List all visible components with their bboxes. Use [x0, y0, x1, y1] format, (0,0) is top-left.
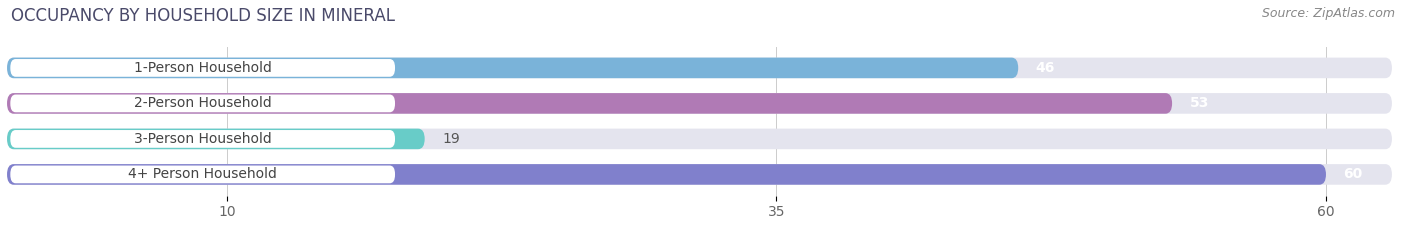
- Text: 4+ Person Household: 4+ Person Household: [128, 168, 277, 182]
- FancyBboxPatch shape: [7, 164, 1326, 185]
- FancyBboxPatch shape: [7, 93, 1173, 114]
- FancyBboxPatch shape: [7, 164, 1392, 185]
- FancyBboxPatch shape: [7, 58, 1018, 78]
- FancyBboxPatch shape: [7, 93, 1392, 114]
- FancyBboxPatch shape: [10, 95, 395, 112]
- FancyBboxPatch shape: [7, 58, 1392, 78]
- Text: OCCUPANCY BY HOUSEHOLD SIZE IN MINERAL: OCCUPANCY BY HOUSEHOLD SIZE IN MINERAL: [11, 7, 395, 25]
- FancyBboxPatch shape: [10, 59, 395, 77]
- Text: 60: 60: [1344, 168, 1362, 182]
- Text: 2-Person Household: 2-Person Household: [134, 96, 271, 110]
- Text: 53: 53: [1189, 96, 1209, 110]
- Text: 46: 46: [1036, 61, 1054, 75]
- Text: 3-Person Household: 3-Person Household: [134, 132, 271, 146]
- Text: Source: ZipAtlas.com: Source: ZipAtlas.com: [1261, 7, 1395, 20]
- FancyBboxPatch shape: [7, 129, 425, 149]
- Text: 19: 19: [443, 132, 460, 146]
- FancyBboxPatch shape: [10, 165, 395, 183]
- FancyBboxPatch shape: [10, 130, 395, 148]
- FancyBboxPatch shape: [7, 129, 1392, 149]
- Text: 1-Person Household: 1-Person Household: [134, 61, 271, 75]
